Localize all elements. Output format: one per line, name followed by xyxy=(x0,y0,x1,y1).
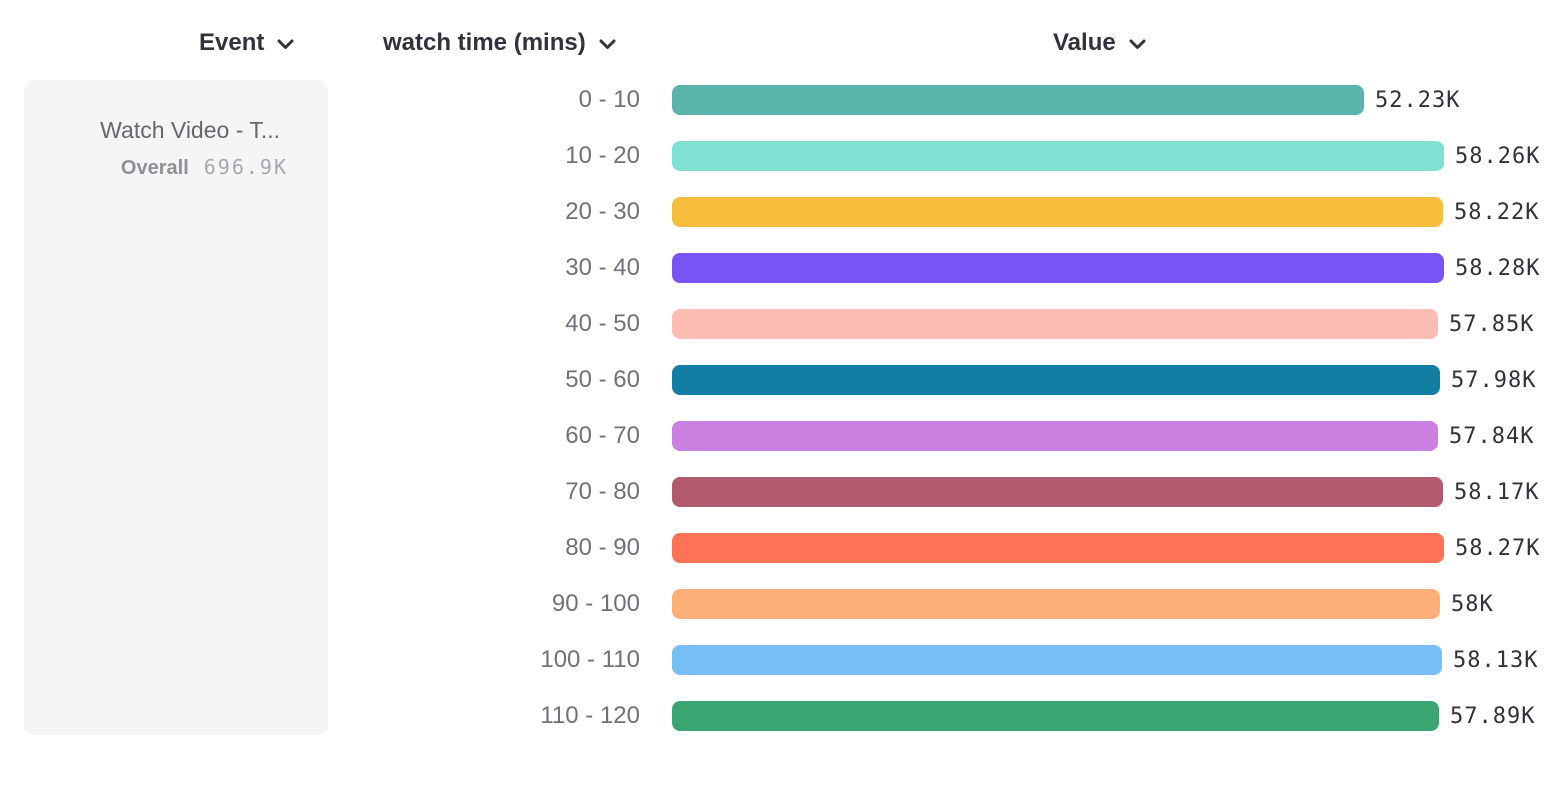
chart-row: 40 - 50 57.85K xyxy=(0,309,1568,339)
value-label: 58.22K xyxy=(1454,199,1540,225)
category-label: 20 - 30 xyxy=(565,198,640,225)
category-label: 70 - 80 xyxy=(565,478,640,505)
chart-row: 10 - 20 58.26K xyxy=(0,141,1568,171)
chevron-down-icon xyxy=(1129,39,1146,50)
category-label: 110 - 120 xyxy=(540,702,640,729)
overall-value: 696.9K xyxy=(203,155,288,179)
chart-row: 90 - 100 58K xyxy=(0,589,1568,619)
chevron-down-icon xyxy=(599,39,616,50)
value-label: 57.85K xyxy=(1449,311,1535,337)
value-label: 57.98K xyxy=(1451,367,1537,393)
value-label: 58K xyxy=(1451,591,1494,617)
value-label: 57.84K xyxy=(1449,423,1535,449)
category-label: 30 - 40 xyxy=(565,254,640,281)
category-label: 80 - 90 xyxy=(565,534,640,561)
value-label: 58.28K xyxy=(1455,255,1541,281)
chart-row: 70 - 80 58.17K xyxy=(0,477,1568,507)
category-label: 0 - 10 xyxy=(578,86,640,113)
category-label: 100 - 110 xyxy=(540,646,640,673)
bar-segment[interactable] xyxy=(672,253,1444,283)
bar-segment[interactable] xyxy=(672,85,1364,115)
category-label: 10 - 20 xyxy=(565,142,640,169)
bar-segment[interactable] xyxy=(672,421,1438,451)
value-label: 58.26K xyxy=(1455,143,1541,169)
event-card-overall-row: Overall 696.9K xyxy=(121,155,288,180)
chevron-down-icon xyxy=(277,39,294,50)
bar-segment[interactable] xyxy=(672,197,1443,227)
value-label: 58.17K xyxy=(1454,479,1540,505)
chart-row: 80 - 90 58.27K xyxy=(0,533,1568,563)
chart-row: 100 - 110 58.13K xyxy=(0,645,1568,675)
category-label: 90 - 100 xyxy=(551,590,640,617)
column-header-watch-time[interactable]: watch time (mins) xyxy=(383,27,616,59)
chart-row: 60 - 70 57.84K xyxy=(0,421,1568,451)
category-label: 40 - 50 xyxy=(565,310,640,337)
bar-segment[interactable] xyxy=(672,309,1438,339)
category-label: 60 - 70 xyxy=(565,422,640,449)
column-header-event[interactable]: Event xyxy=(199,27,294,59)
value-label: 52.23K xyxy=(1375,87,1461,113)
event-card-title: Watch Video - T... xyxy=(100,117,280,143)
chart-row: 0 - 10 52.23K xyxy=(0,85,1568,115)
value-label: 58.27K xyxy=(1455,535,1541,561)
bar-segment[interactable] xyxy=(672,365,1440,395)
overall-label: Overall xyxy=(120,157,189,179)
bar-segment[interactable] xyxy=(672,141,1444,171)
column-header-watch-time-label: watch time (mins) xyxy=(383,29,586,56)
chart-row: 20 - 30 58.22K xyxy=(0,197,1568,227)
chart-row: 110 - 120 57.89K xyxy=(0,701,1568,731)
bar-segment[interactable] xyxy=(672,589,1440,619)
bar-segment[interactable] xyxy=(672,533,1444,563)
chart-row: 30 - 40 58.28K xyxy=(0,253,1568,283)
bar-segment[interactable] xyxy=(672,645,1442,675)
value-label: 58.13K xyxy=(1453,647,1539,673)
bar-segment[interactable] xyxy=(672,701,1439,731)
chart-row: 50 - 60 57.98K xyxy=(0,365,1568,395)
column-header-value-label: Value xyxy=(1053,29,1116,56)
value-label: 57.89K xyxy=(1450,703,1536,729)
event-card[interactable]: Watch Video - T... Overall 696.9K xyxy=(24,80,328,735)
column-header-event-label: Event xyxy=(199,29,265,56)
category-label: 50 - 60 xyxy=(565,366,640,393)
column-header-value[interactable]: Value xyxy=(1053,27,1146,59)
bar-segment[interactable] xyxy=(672,477,1443,507)
